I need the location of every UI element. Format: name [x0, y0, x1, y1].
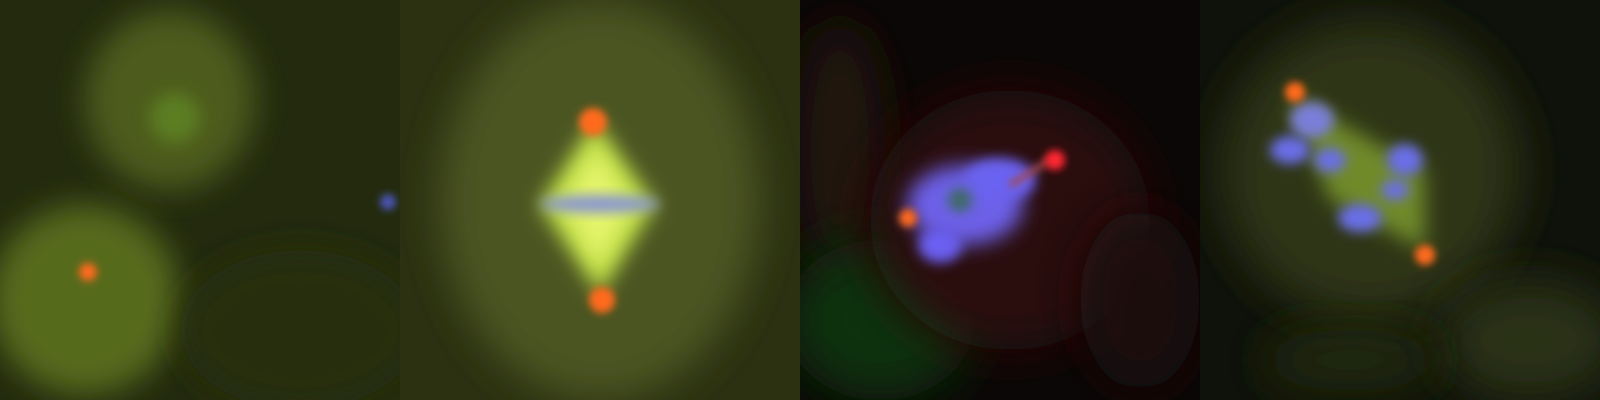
panel-2-image — [400, 0, 800, 400]
chromosome-cluster-5 — [1381, 180, 1409, 200]
metaphase-plate — [540, 195, 660, 213]
chromosome-cluster-4 — [1387, 144, 1423, 176]
micrograph-panel-1 — [0, 0, 400, 400]
panel-1-image — [0, 0, 400, 400]
chromosome-cluster-6 — [1338, 204, 1382, 232]
bottom-cell-edge — [1260, 330, 1440, 390]
chromosome-cluster-2 — [1270, 136, 1310, 164]
upper-cell-nucleus — [150, 93, 200, 143]
edge-dna-speck — [380, 194, 396, 210]
lower-spindle-pole — [589, 287, 615, 313]
chromosome-cluster-3 — [1314, 148, 1346, 172]
micrograph-panel-4 — [1200, 0, 1600, 400]
right-centrosome — [1045, 150, 1065, 170]
chromosome-cluster-top — [964, 158, 1036, 202]
micrograph-panel-2 — [400, 0, 800, 400]
upper-centrosome — [1285, 82, 1305, 102]
right-red-haze — [1080, 210, 1200, 390]
green-spindle-fragment — [948, 188, 972, 212]
chromosome-cluster-bottom — [918, 227, 962, 263]
chromosome-cluster-1 — [1290, 102, 1334, 138]
panel-3-image — [800, 0, 1200, 400]
left-centrosome — [899, 209, 917, 227]
upper-spindle-pole — [579, 108, 607, 136]
panel-4-image — [1200, 0, 1600, 400]
micrograph-panel-3 — [800, 0, 1200, 400]
lower-centrosome — [1415, 245, 1435, 265]
centrosome-dot — [79, 263, 97, 281]
